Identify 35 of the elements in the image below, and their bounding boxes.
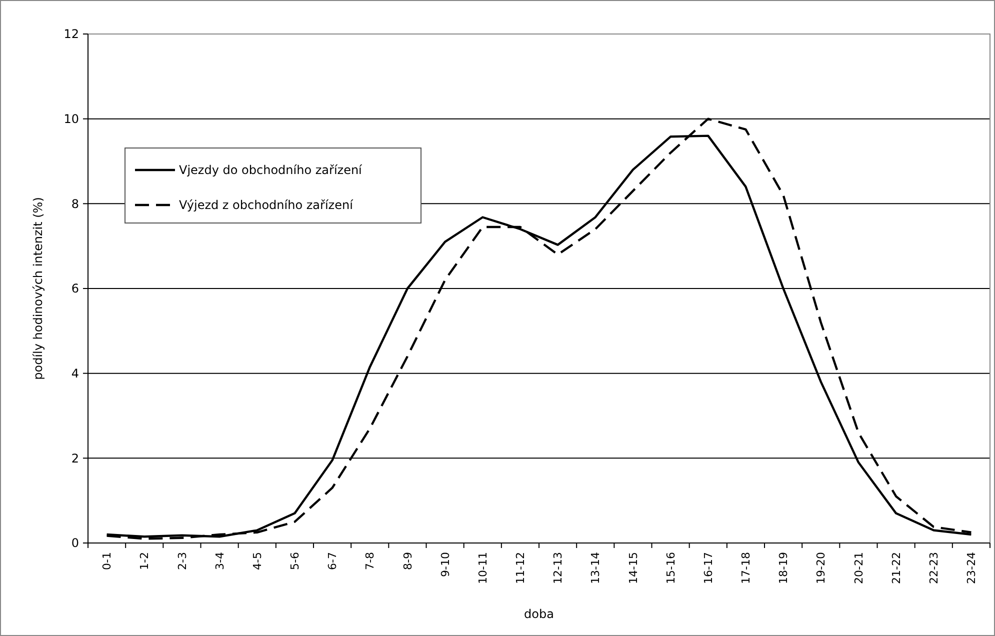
x-tick-label: 21-22 [890, 552, 903, 584]
x-tick-label: 11-12 [514, 552, 528, 584]
x-tick-label: 22-23 [927, 552, 940, 584]
x-tick-label: 17-18 [740, 552, 753, 584]
y-tick-label: 4 [71, 366, 79, 381]
x-tick-label: 8-9 [401, 552, 414, 570]
y-tick-label: 8 [71, 196, 79, 211]
y-tick-label: 6 [71, 282, 79, 296]
x-axis-title: doba [524, 607, 554, 621]
legend-label: Výjezd z obchodního zařízení [179, 198, 354, 212]
x-tick-label: 9-10 [438, 552, 452, 577]
y-tick-label: 2 [71, 451, 79, 466]
x-tick-label: 0-1 [100, 552, 114, 570]
x-tick-label: 12-13 [552, 552, 565, 584]
x-tick-label: 13-14 [589, 552, 602, 584]
x-tick-label: 5-6 [288, 552, 302, 570]
x-tick-label: 19-20 [814, 552, 828, 584]
x-tick-label: 4-5 [250, 552, 264, 570]
x-tick-label: 18-19 [777, 552, 790, 584]
x-tick-label: 3-4 [213, 552, 226, 570]
y-tick-label: 12 [64, 27, 79, 42]
x-tick-label: 10-11 [476, 552, 490, 584]
x-tick-label: 20-21 [852, 552, 866, 584]
y-tick-label: 0 [71, 536, 79, 550]
x-tick-label: 23-24 [965, 552, 978, 584]
x-tick-label: 1-2 [138, 552, 152, 570]
legend-label: Vjezdy do obchodního zařízení [179, 163, 363, 178]
y-tick-label: 10 [64, 112, 79, 126]
x-tick-label: 6-7 [326, 552, 340, 570]
x-tick-label: 2-3 [176, 552, 189, 570]
x-tick-label: 14-15 [626, 552, 640, 584]
x-tick-label: 15-16 [664, 552, 678, 584]
y-axis-title: podíly hodinových intenzit (%) [31, 197, 45, 380]
x-tick-label: 7-8 [364, 552, 377, 570]
x-tick-label: 16-17 [702, 552, 715, 584]
